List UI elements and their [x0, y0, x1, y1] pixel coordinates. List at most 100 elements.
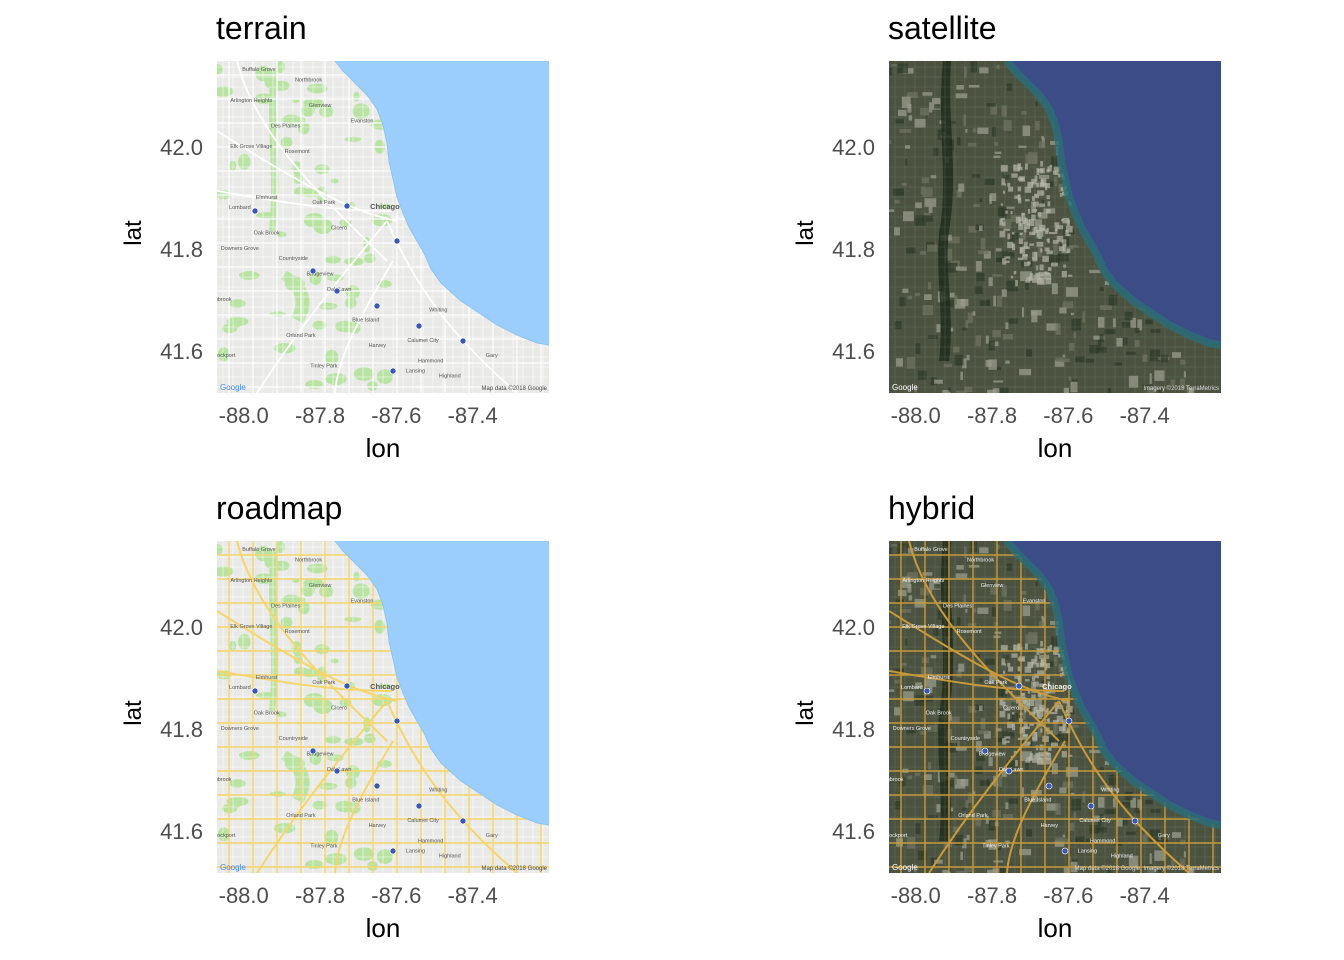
y-tick-label: 42.0 — [160, 614, 203, 640]
map-attribution: Map data ©2018 Google, Imagery ©2018 Ter… — [1074, 866, 1219, 872]
map-image: Buffalo Grove Northbrook Arlington Heights… — [889, 541, 1221, 873]
x-axis-label: lon — [365, 433, 401, 463]
highway-shield-icon — [309, 747, 317, 755]
terrain-panel: terrain Buffalo Grove Northbrook Arlington… — [0, 0, 672, 480]
highway-shield-icon — [923, 687, 931, 695]
place-label: Whiting — [1101, 787, 1119, 793]
place-label: Des Plaines — [271, 603, 301, 609]
terrain-map[interactable]: Buffalo Grove Northbrook Arlington Heights… — [217, 61, 549, 393]
place-label: Bolingbrook — [217, 777, 232, 783]
panel-title: roadmap — [216, 490, 343, 526]
place-label: Glenview — [309, 103, 332, 109]
google-logo: Google — [220, 863, 246, 872]
map-image: Buffalo Grove Northbrook Arlington Heights… — [217, 541, 549, 873]
highway-shield-icon — [333, 767, 341, 775]
map-attribution: Map data ©2018 Google — [481, 386, 547, 392]
place-label: Arlington Heights — [230, 98, 272, 104]
place-label: Des Plaines — [943, 603, 973, 609]
place-label: Buffalo Grove — [242, 547, 276, 553]
place-label: Downers Grove — [221, 726, 259, 732]
place-label: Blue Island — [352, 317, 379, 323]
place-label: Harvey — [1041, 823, 1059, 829]
place-label: Orland Park — [958, 813, 988, 819]
highway-shield-icon — [415, 322, 423, 330]
highway-shield-icon — [251, 207, 259, 215]
panel-title: satellite — [888, 10, 997, 46]
highway-shield-icon — [333, 287, 341, 295]
place-label: Oak Brook — [254, 711, 280, 717]
place-label: Hammond — [1090, 838, 1115, 844]
place-label: Bolingbrook — [217, 297, 232, 303]
y-tick-label: 42.0 — [832, 614, 875, 640]
y-tick-label: 41.6 — [832, 339, 875, 365]
place-label: Countryside — [951, 736, 980, 742]
place-label: Lockport — [217, 353, 236, 359]
x-tick-label: -87.8 — [294, 403, 346, 428]
lake-michigan — [335, 61, 549, 345]
place-labels: Buffalo Grove Northbrook Arlington Heights… — [889, 547, 1170, 859]
place-label: Lockport — [889, 833, 908, 839]
google-logo: Google — [220, 383, 246, 392]
shoreline — [334, 541, 549, 826]
x-tick-label: -87.8 — [966, 403, 1018, 428]
place-label: Calumet City — [407, 818, 439, 824]
roadmap-map[interactable]: Buffalo Grove Northbrook Arlington Heights… — [217, 541, 549, 873]
place-label: Highland — [439, 374, 461, 380]
place-label: Oak Brook — [926, 711, 952, 717]
place-label: Cicero — [331, 226, 347, 232]
place-label: Chicago — [1042, 682, 1072, 691]
x-tick-label: -88.0 — [890, 883, 941, 908]
y-tick-label: 42.0 — [160, 134, 203, 160]
panel-title: hybrid — [888, 490, 976, 526]
place-label: Countryside — [279, 256, 308, 262]
place-label: Cicero — [331, 706, 347, 712]
hybrid-map[interactable]: Buffalo Grove Northbrook Arlington Heights… — [889, 541, 1221, 873]
place-label: Bolingbrook — [889, 777, 904, 783]
highway-shield-icon — [1131, 817, 1139, 825]
highway-shield-icon — [389, 847, 397, 855]
highway-shield-icon — [1015, 682, 1023, 690]
y-tick-label: 41.8 — [832, 716, 875, 742]
x-tick-label: -87.8 — [294, 883, 346, 908]
shoreline — [334, 61, 549, 346]
highway-shield-icon — [1045, 782, 1053, 790]
y-tick-label: 41.8 — [160, 716, 203, 742]
x-axis-label: lon — [1037, 913, 1073, 943]
place-label: Whiting — [429, 787, 447, 793]
satellite-map[interactable]: Google Imagery ©2018 TerraMetrics — [889, 61, 1221, 393]
place-label: Oak Park — [312, 680, 335, 686]
place-label: Tinley Park — [982, 843, 1010, 849]
place-label: Evanston — [1023, 598, 1046, 604]
x-tick-label: -87.6 — [371, 403, 422, 428]
place-label: Chicago — [370, 202, 400, 211]
x-axis-label: lon — [1037, 433, 1073, 463]
y-tick-label: 41.8 — [832, 236, 875, 262]
place-label: Elmhurst — [256, 675, 278, 681]
place-label: Lansing — [406, 849, 425, 855]
hybrid-panel: hybrid Buffalo Grove Northbrook Arlington … — [672, 480, 1344, 960]
place-label: Oak Park — [312, 200, 335, 206]
y-tick-label: 41.6 — [160, 819, 203, 845]
map-image — [889, 61, 1221, 393]
place-label: Lombard — [229, 685, 251, 691]
place-label: Arlington Heights — [230, 578, 272, 584]
place-label: Gary — [486, 833, 498, 839]
x-tick-label: -87.6 — [1043, 883, 1094, 908]
place-label: Elk Grove Village — [902, 624, 944, 630]
place-label: Hammond — [418, 358, 443, 364]
x-tick-label: -87.4 — [447, 403, 498, 428]
y-axis-label: lat — [792, 700, 819, 726]
roadmap-panel: roadmap Buffalo Grove Northbrook Arlington… — [0, 480, 672, 960]
place-label: Downers Grove — [221, 246, 259, 252]
highway-shield-icon — [459, 817, 467, 825]
place-label: Glenview — [981, 583, 1004, 589]
place-label: Northbrook — [295, 557, 322, 563]
place-label: Highland — [1111, 854, 1133, 860]
place-label: Northbrook — [967, 557, 994, 563]
place-label: Bridgeview — [307, 752, 334, 758]
shoreline — [1003, 541, 1221, 829]
place-label: Hammond — [418, 838, 443, 844]
place-label: Blue Island — [352, 797, 379, 803]
x-tick-label: -87.4 — [447, 883, 498, 908]
google-logo: Google — [892, 383, 918, 392]
